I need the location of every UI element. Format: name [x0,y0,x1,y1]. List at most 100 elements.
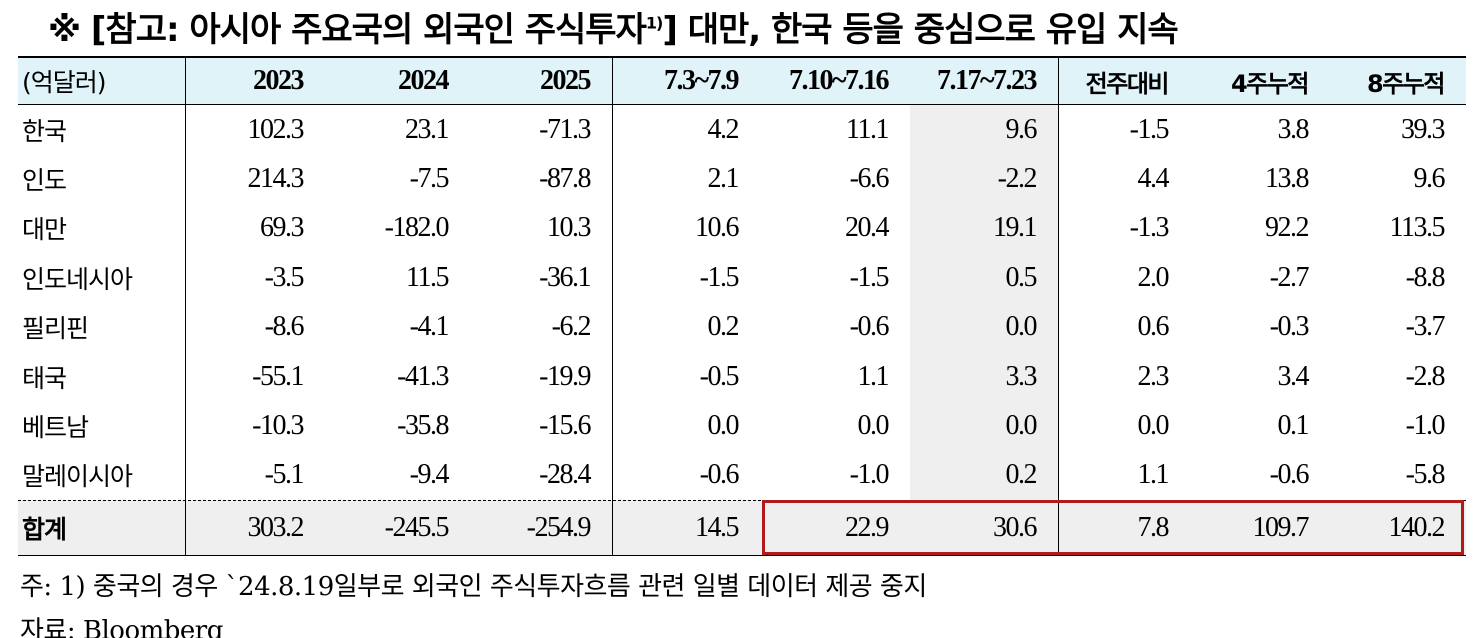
table-cell: 140.2 [1388,511,1446,543]
table-cell: 4주누적 [1231,69,1309,98]
table-cell: 30.6 [993,511,1038,543]
table-cell: 0.0 [857,410,890,442]
table-cell: 2025 [540,65,592,96]
table-cell: 0.6 [1137,311,1170,343]
table-cell: 13.8 [1265,163,1310,195]
table-cell: 9.6 [1413,163,1446,195]
table-cell: 7.3~7.9 [663,65,740,96]
table-cell: -1.5 [699,261,740,293]
column-rule [612,57,613,556]
table-cell: 2.1 [707,163,740,195]
table-cell: 0.0 [707,410,740,442]
table-cell: -3.7 [1405,311,1446,343]
table-row: 태국 -55.1 -41.3 -19.9 -0.5 1.1 3.3 2.3 3.4 -2.8 [18,352,1466,401]
table-cell: 109.7 [1252,511,1310,543]
title: ※ [참고: 아시아 주요국의 외국인 주식투자1)] 대만, 한국 등을 중심… [48,2,1179,51]
table-cell: 대만 [22,215,67,245]
table-cell: 베트남 [22,413,89,443]
table-cell: 태국 [22,363,67,393]
table-cell: 39.3 [1401,113,1446,145]
table-cell: -1.0 [849,459,890,491]
table-cell: -1.0 [1405,410,1446,442]
table-row: 필리핀 -8.6 -4.1 -6.2 0.2 -0.6 0.0 0.6 -0.3 -3.7 [18,303,1466,352]
table-cell: 인도 [22,166,67,196]
table-cell: -28.4 [539,459,591,491]
source: 자료: Bloomberg [20,616,223,638]
table-cell: -1.3 [1129,212,1170,244]
table-cell: -35.8 [397,410,449,442]
table-cell: 0.0 [1137,410,1170,442]
rule [18,555,1466,557]
title-sup: 1) [645,13,663,33]
table-cell: -10.3 [252,410,304,442]
table-cell: 11.5 [406,261,449,293]
column-shade [910,105,1058,501]
table-cell: 2.3 [1137,360,1170,392]
table-cell: 7.8 [1137,511,1170,543]
table-cell: -87.8 [539,163,591,195]
table-cell: 필리핀 [22,314,89,344]
table-row: 베트남 -10.3 -35.8 -15.6 0.0 0.0 0.0 0.0 0.1 -1.0 [18,401,1466,450]
table-cell: -55.1 [252,360,304,392]
table-cell: 22.9 [845,511,890,543]
table-cell: 1.1 [857,360,890,392]
table-cell: 23.1 [405,113,450,145]
table-cell: 4.4 [1137,163,1170,195]
table-cell: 11.1 [846,113,889,145]
table-cell: -2.2 [997,163,1038,195]
table-cell: 9.6 [1005,113,1038,145]
table-cell: -1.5 [849,261,890,293]
table-cell: -4.1 [409,311,450,343]
table-cell: 2024 [398,65,450,96]
table-cell: -0.3 [1269,311,1310,343]
table-cell: 113.5 [1389,212,1446,244]
table-cell: -182.0 [384,212,450,244]
table-cell: 0.0 [1005,311,1038,343]
table-cell: -41.3 [397,360,449,392]
table-row: 인도 214.3 -7.5 -87.8 2.1 -6.6 -2.2 4.4 13.8 9.6 [18,154,1466,203]
table-cell: -245.5 [384,511,450,543]
table-cell: -5.1 [264,459,305,491]
table-cell: 0.1 [1277,410,1310,442]
table-cell: -6.6 [849,163,890,195]
table-cell: -8.8 [1405,261,1446,293]
table-cell: 합계 [22,514,67,544]
table-cell: -15.6 [539,410,591,442]
table-cell: 214.3 [247,163,305,195]
table-cell: -5.8 [1405,459,1446,491]
table-row: 인도네시아 -3.5 11.5 -36.1 -1.5 -1.5 0.5 2.0 -2.7 -8.8 [18,253,1466,302]
table-cell: -7.5 [409,163,450,195]
table-row: 합계 303.2 -245.5 -254.9 14.5 22.9 30.6 7.8 109.7 1… [18,500,1466,556]
table-cell: 69.3 [260,212,305,244]
table-cell: -36.1 [539,261,591,293]
column-rule [1058,57,1059,556]
table-cell: 20.4 [845,212,890,244]
table-cell: 2023 [253,65,305,96]
table-cell: 0.5 [1005,261,1038,293]
table-cell: -19.9 [539,360,591,392]
table-cell: 10.6 [695,212,740,244]
table-cell: 92.2 [1265,212,1310,244]
table-cell: 7.10~7.16 [788,65,890,96]
table-cell: -0.6 [1269,459,1310,491]
table-cell: -2.8 [1405,360,1446,392]
table-cell: 102.3 [247,113,305,145]
table-cell: 전주대비 [1085,69,1170,98]
rule [18,56,1466,58]
table-cell: 8주누적 [1367,69,1445,98]
title-text: ] 대만, 한국 등을 중심으로 유입 지속 [662,10,1178,50]
table-cell: 한국 [22,116,67,146]
table-cell: 인도네시아 [22,264,133,294]
table-cell: 3.4 [1277,360,1310,392]
table-cell: -254.9 [526,511,592,543]
table-cell: -6.2 [551,311,592,343]
column-rule [185,57,186,556]
rule [18,500,1466,502]
table-row: (억달러) 2023 2024 2025 7.3~7.9 7.10~7.16 7.17~7.… [18,57,1466,105]
table-row: 말레이시아 -5.1 -9.4 -28.4 -0.6 -1.0 0.2 1.1 -0.6 -5.8 [18,451,1466,500]
table-cell: 3.8 [1277,113,1310,145]
table-cell: -8.6 [264,311,305,343]
rule [18,104,1466,105]
table-cell: 19.1 [993,212,1038,244]
